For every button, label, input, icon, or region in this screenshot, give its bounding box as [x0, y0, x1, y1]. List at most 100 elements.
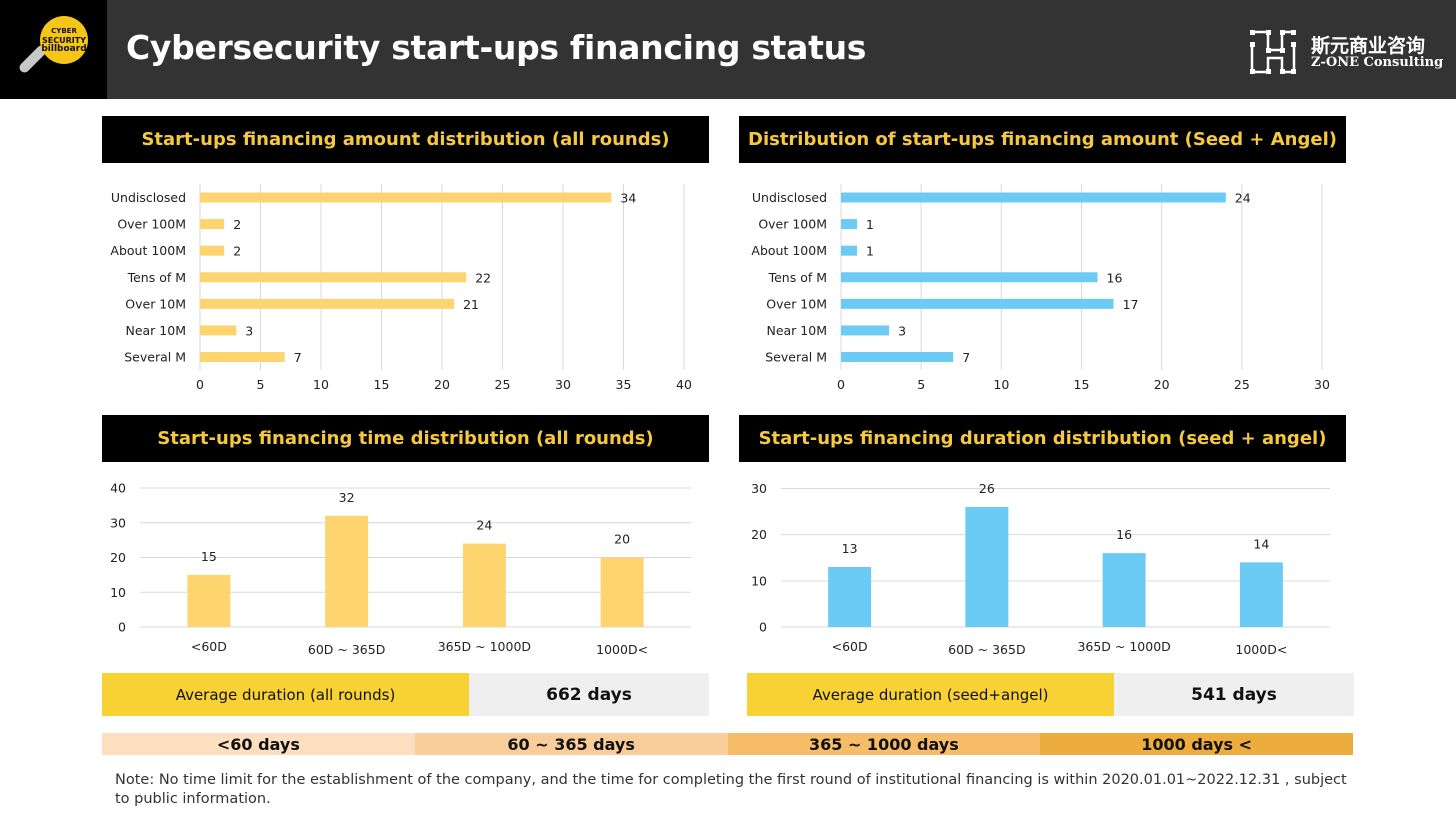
y-tick-label: 30: [751, 481, 767, 496]
y-tick-label: 0: [759, 620, 767, 635]
category-label: Tens of M: [127, 270, 186, 285]
category-label: 60D ~ 365D: [308, 642, 385, 657]
brand-name-cn: 斯元商业咨询: [1311, 35, 1426, 57]
x-tick-label: 20: [434, 377, 450, 392]
x-tick-label: 15: [374, 377, 390, 392]
magnifier-icon: CYBER SECURITY billboard: [40, 16, 88, 64]
category-label: 60D ~ 365D: [948, 642, 1025, 657]
category-label: Several M: [124, 350, 186, 365]
bar: [200, 245, 225, 256]
y-tick-label: 40: [110, 481, 126, 496]
bar: [841, 272, 1098, 283]
data-label: 24: [1235, 191, 1251, 206]
bar: [841, 352, 954, 362]
category-label: About 100M: [110, 243, 186, 258]
x-tick-label: 0: [196, 377, 204, 392]
x-tick-label: 0: [837, 377, 845, 392]
data-label: 3: [245, 323, 253, 338]
bar: [828, 566, 872, 627]
legend-item: 365 ~ 1000 days: [727, 733, 1041, 755]
bar: [841, 325, 890, 336]
data-label: 1: [866, 244, 874, 259]
bar: [600, 557, 644, 627]
category-label: Tens of M: [768, 270, 827, 285]
data-label: 32: [339, 490, 355, 505]
category-label: <60D: [191, 639, 227, 654]
logo-text-1: CYBER: [51, 27, 77, 35]
y-tick-label: 10: [751, 573, 767, 588]
category-label: 365D ~ 1000D: [438, 639, 531, 654]
category-label: Undisclosed: [111, 190, 186, 205]
y-tick-label: 20: [110, 550, 126, 565]
average-value: 662 days: [469, 673, 709, 716]
chart-time-all-rounds: 0 10 20 30 40 15 <60D 32 60D ~ 365D 24 365D ~ 1000…: [110, 481, 691, 657]
bar: [200, 272, 467, 283]
category-label: Several M: [765, 350, 827, 365]
category-label: 1000D<: [596, 642, 648, 657]
x-tick-label: 25: [495, 377, 511, 392]
category-label: About 100M: [751, 243, 827, 258]
x-tick-label: 40: [676, 377, 692, 392]
logo-text-3: billboard: [41, 44, 87, 54]
x-tick-label: 30: [1314, 377, 1330, 392]
data-label: 15: [201, 549, 217, 564]
data-label: 13: [842, 541, 858, 556]
x-tick-label: 20: [1154, 377, 1170, 392]
data-label: 2: [233, 244, 241, 259]
panel-title-amount-all: Start-ups financing amount distribution …: [102, 116, 709, 163]
data-label: 7: [294, 350, 302, 365]
data-label: 16: [1107, 270, 1123, 285]
bar: [200, 352, 285, 362]
legend-item: <60 days: [102, 733, 415, 755]
y-tick-label: 10: [110, 585, 126, 600]
bar: [325, 515, 369, 627]
category-label: Near 10M: [766, 323, 827, 338]
data-label: 14: [1253, 536, 1269, 551]
data-label: 16: [1116, 527, 1132, 542]
average-duration-seed: Average duration (seed+angel) 541 days: [747, 673, 1354, 716]
category-label: 365D ~ 1000D: [1077, 639, 1170, 654]
legend-item: 60 ~ 365 days: [414, 733, 728, 755]
bar: [965, 506, 1009, 627]
y-tick-label: 30: [110, 515, 126, 530]
logo: CYBER SECURITY billboard: [0, 0, 107, 99]
chart-amount-all-rounds: 0 5 10 15 20 25 30 35 40 Undisclosed 34 Over 100M 2 A…: [110, 184, 692, 392]
logo-text-2: SECURITY: [42, 36, 86, 45]
bar: [841, 219, 858, 230]
legend-item: 1000 days <: [1040, 733, 1353, 755]
bar: [1102, 553, 1146, 627]
page-title: Cybersecurity start-ups financing status: [126, 28, 867, 67]
chart-duration-seed-angel: 0 10 20 30 13 <60D 26 60D ~ 365D 16 365D ~ 1000D 1…: [751, 481, 1330, 657]
data-label: 17: [1123, 297, 1139, 312]
brand-name-en: Z-ONE Consulting: [1311, 55, 1444, 70]
data-label: 7: [962, 350, 970, 365]
category-label: Over 10M: [766, 296, 827, 311]
y-tick-label: 0: [118, 620, 126, 635]
category-label: Over 100M: [117, 217, 186, 232]
bar: [187, 574, 231, 627]
bar: [841, 298, 1114, 309]
panel-title-amount-seed: Distribution of start-ups financing amou…: [739, 116, 1346, 163]
bar: [462, 543, 506, 627]
data-label: 34: [620, 191, 636, 206]
data-label: 21: [463, 297, 479, 312]
bar: [841, 192, 1226, 203]
x-tick-label: 35: [616, 377, 632, 392]
x-tick-label: 5: [257, 377, 265, 392]
data-label: 1: [866, 217, 874, 232]
category-label: Near 10M: [125, 323, 186, 338]
bar: [200, 219, 225, 230]
category-label: Over 100M: [758, 217, 827, 232]
average-duration-all: Average duration (all rounds) 662 days: [102, 673, 709, 716]
data-label: 22: [475, 270, 491, 285]
category-label: Undisclosed: [752, 190, 827, 205]
data-label: 24: [476, 518, 492, 533]
duration-legend: <60 days 60 ~ 365 days 365 ~ 1000 days 1…: [102, 733, 1353, 755]
panel-title-time-seed: Start-ups financing duration distributio…: [739, 415, 1346, 462]
x-tick-label: 10: [993, 377, 1009, 392]
bar: [841, 245, 858, 256]
bar: [1239, 562, 1283, 627]
header-bar: CYBER SECURITY billboard Cybersecurity s…: [0, 0, 1456, 99]
brand-logo-icon: [1250, 30, 1296, 74]
x-tick-label: 10: [313, 377, 329, 392]
